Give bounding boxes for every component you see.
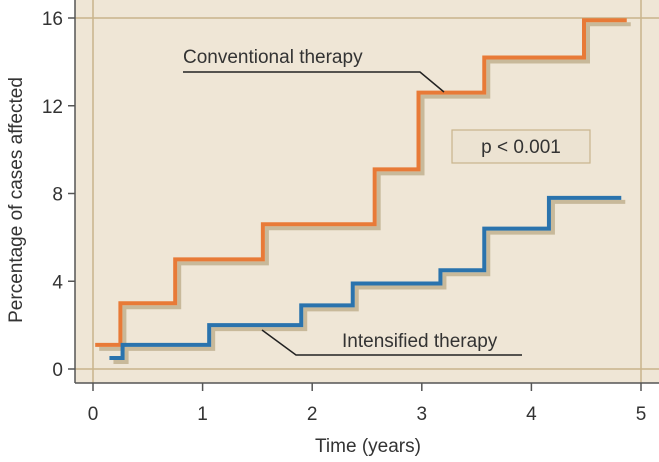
x-axis-ticks: 0 1 2 3 4 5 bbox=[88, 383, 647, 425]
conventional-therapy-label: Conventional therapy bbox=[183, 47, 363, 68]
p-value-box bbox=[451, 129, 591, 164]
y-tick-label: 0 bbox=[52, 360, 63, 381]
y-tick-label: 8 bbox=[52, 185, 63, 206]
x-tick-label: 4 bbox=[526, 404, 537, 425]
series-layer bbox=[95, 18, 631, 365]
plot-background bbox=[75, 0, 659, 383]
x-tick-label: 0 bbox=[88, 404, 99, 425]
conventional-label-leader bbox=[183, 71, 445, 93]
x-tick-label: 3 bbox=[417, 404, 428, 425]
intensified-therapy-label: Intensified therapy bbox=[342, 331, 498, 352]
y-tick-label: 4 bbox=[52, 272, 63, 293]
y-tick-label: 16 bbox=[42, 9, 63, 30]
conventional-therapy-line bbox=[95, 18, 627, 347]
y-tick-label: 12 bbox=[42, 97, 63, 118]
x-tick-label: 2 bbox=[307, 404, 318, 425]
intensified-therapy-shadow bbox=[113, 199, 626, 365]
x-axis-title: Time (years) bbox=[315, 436, 421, 457]
conventional-therapy-shadow bbox=[99, 22, 631, 351]
y-axis-ticks: 0 4 8 12 16 bbox=[42, 9, 75, 381]
y-axis-title: Percentage of cases affected bbox=[6, 77, 27, 323]
x-tick-label: 1 bbox=[197, 404, 208, 425]
x-tick-label: 5 bbox=[636, 404, 647, 425]
p-value-label: p < 0.001 bbox=[481, 137, 561, 158]
intensified-label-leader bbox=[261, 329, 522, 356]
intensified-therapy-line bbox=[109, 195, 622, 361]
